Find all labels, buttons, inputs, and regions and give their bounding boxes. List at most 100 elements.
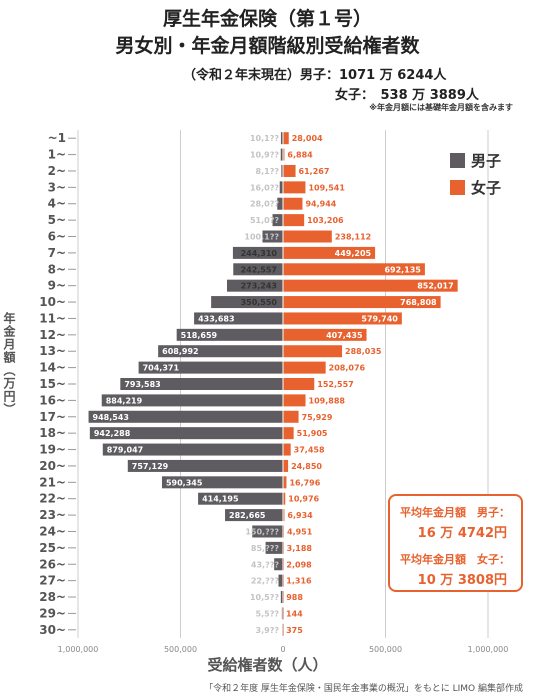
y-tick-label: ~1 — [48, 131, 66, 145]
male-bar — [88, 410, 284, 423]
female-data-label: 6,934 — [287, 511, 313, 520]
y-tick-label: 7~ — [48, 246, 66, 260]
butterfly-chart: 1,000,000 500,000 0 500,000 1,000,000 ~1 10,1?… — [39, 130, 508, 654]
y-tick-label: 8~ — [48, 262, 66, 276]
female-data-label: 449,205 — [335, 249, 372, 258]
female-data-label: 1,316 — [286, 577, 312, 586]
male-data-label: 590,345 — [166, 478, 203, 487]
female-data-label: 375 — [286, 626, 303, 635]
female-data-label: 208,076 — [329, 364, 366, 373]
female-data-label: 988 — [286, 593, 303, 602]
male-bar — [211, 296, 283, 309]
male-bar — [102, 443, 283, 456]
male-bar — [158, 345, 283, 358]
x-axis-label: 受給権者数（人） — [207, 656, 328, 674]
female-bar — [283, 410, 299, 423]
female-data-label: 10,976 — [288, 495, 319, 504]
male-data-label: 518,659 — [181, 331, 218, 340]
male-bar — [281, 607, 283, 620]
female-bar — [283, 509, 285, 522]
male-data-label: 948,543 — [93, 413, 129, 422]
male-bar — [89, 427, 283, 440]
male-bar — [198, 492, 283, 505]
male-data-label: 3,9?? — [256, 626, 280, 635]
male-bar — [274, 558, 283, 571]
y-tick-label: 5~ — [48, 213, 66, 227]
avg-female-label: 平均年金月額 女子： — [400, 553, 510, 566]
male-data-label: 43,??? — [251, 560, 279, 569]
male-data-label: 942,288 — [94, 429, 131, 438]
x-tick-label: 500,000 — [369, 645, 402, 654]
female-data-label: 24,850 — [291, 462, 322, 471]
male-data-label: 100,1?? — [244, 233, 279, 242]
female-bar — [283, 378, 315, 390]
female-bar — [283, 197, 303, 210]
avg-male-label: 平均年金月額 男子： — [400, 506, 510, 519]
male-bar — [265, 541, 283, 554]
female-data-label: 51,905 — [297, 429, 328, 438]
female-bar — [283, 459, 289, 472]
male-data-label: 10,1?? — [250, 134, 279, 143]
male-data-label: 150,??? — [245, 527, 279, 536]
y-tick-label: 4~ — [48, 197, 66, 211]
female-bar — [283, 492, 286, 505]
male-bar — [278, 574, 283, 587]
avg-female-value: 10 万 3808円 — [417, 573, 507, 588]
y-tick-label: 29~ — [39, 606, 66, 620]
female-data-label: 579,740 — [361, 314, 398, 323]
male-bar — [101, 394, 283, 407]
female-bar — [283, 181, 306, 194]
female-data-label: 109,541 — [308, 183, 345, 192]
male-data-label: 793,583 — [124, 380, 160, 389]
female-data-label: 2,098 — [286, 560, 312, 569]
female-bar — [283, 312, 402, 325]
female-bar — [283, 443, 291, 456]
female-bar — [283, 246, 376, 259]
legend-male: 男子 — [450, 150, 501, 171]
female-data-label: 6,884 — [287, 151, 313, 160]
legend-female-label: 女子 — [471, 179, 502, 197]
male-data-label: 884,219 — [106, 396, 143, 405]
male-data-label: 350,550 — [241, 298, 278, 307]
male-data-label: 51,0?? — [250, 216, 279, 225]
female-data-label: 3,188 — [287, 544, 313, 553]
y-tick-label: 11~ — [39, 311, 66, 325]
female-data-label: 288,035 — [345, 347, 382, 356]
male-bar — [252, 525, 283, 538]
y-tick-label: 24~ — [39, 524, 66, 538]
male-bar — [262, 230, 283, 243]
y-tick-label: 22~ — [39, 492, 66, 506]
male-data-label: 242,557 — [241, 265, 277, 274]
male-bar — [127, 459, 284, 472]
female-bar — [283, 230, 332, 243]
y-tick-label: 25~ — [39, 541, 66, 555]
chart-title: 厚生年金保険（第１号） — [162, 8, 372, 30]
female-data-label: 852,017 — [417, 282, 453, 291]
male-bar — [280, 132, 283, 145]
male-data-label: 5,5?? — [256, 609, 280, 618]
female-data-label: 94,944 — [305, 200, 336, 209]
female-data-label: 109,888 — [309, 396, 346, 405]
source-note: 「令和２年度 厚生年金保険・国民年金事業の概況」をもとに LIMO 編集部作成 — [204, 684, 523, 694]
y-tick-label: 13~ — [39, 344, 66, 358]
y-tick-label: 1~ — [48, 148, 66, 162]
female-bar — [283, 361, 326, 374]
female-data-label: 75,929 — [302, 413, 333, 422]
male-data-label: 282,665 — [229, 511, 266, 520]
y-tick-label: 19~ — [39, 443, 66, 457]
female-bar — [283, 394, 306, 407]
female-total-line: 女子： 538 万 3889人 — [335, 88, 479, 103]
y-tick-label: 6~ — [48, 230, 66, 244]
y-tick-label: 14~ — [39, 361, 66, 375]
male-data-label: 879,047 — [107, 446, 143, 455]
y-tick-label: 18~ — [39, 426, 66, 440]
legend-female-swatch — [450, 180, 465, 195]
male-bar — [272, 214, 283, 227]
y-tick-label: 23~ — [39, 508, 66, 522]
female-data-label: 144 — [286, 609, 303, 618]
y-tick-label: 17~ — [39, 410, 66, 424]
male-data-label: 85,??? — [251, 544, 279, 553]
legend-male-swatch — [450, 153, 465, 168]
male-bar — [226, 279, 283, 292]
female-bar — [283, 279, 458, 292]
